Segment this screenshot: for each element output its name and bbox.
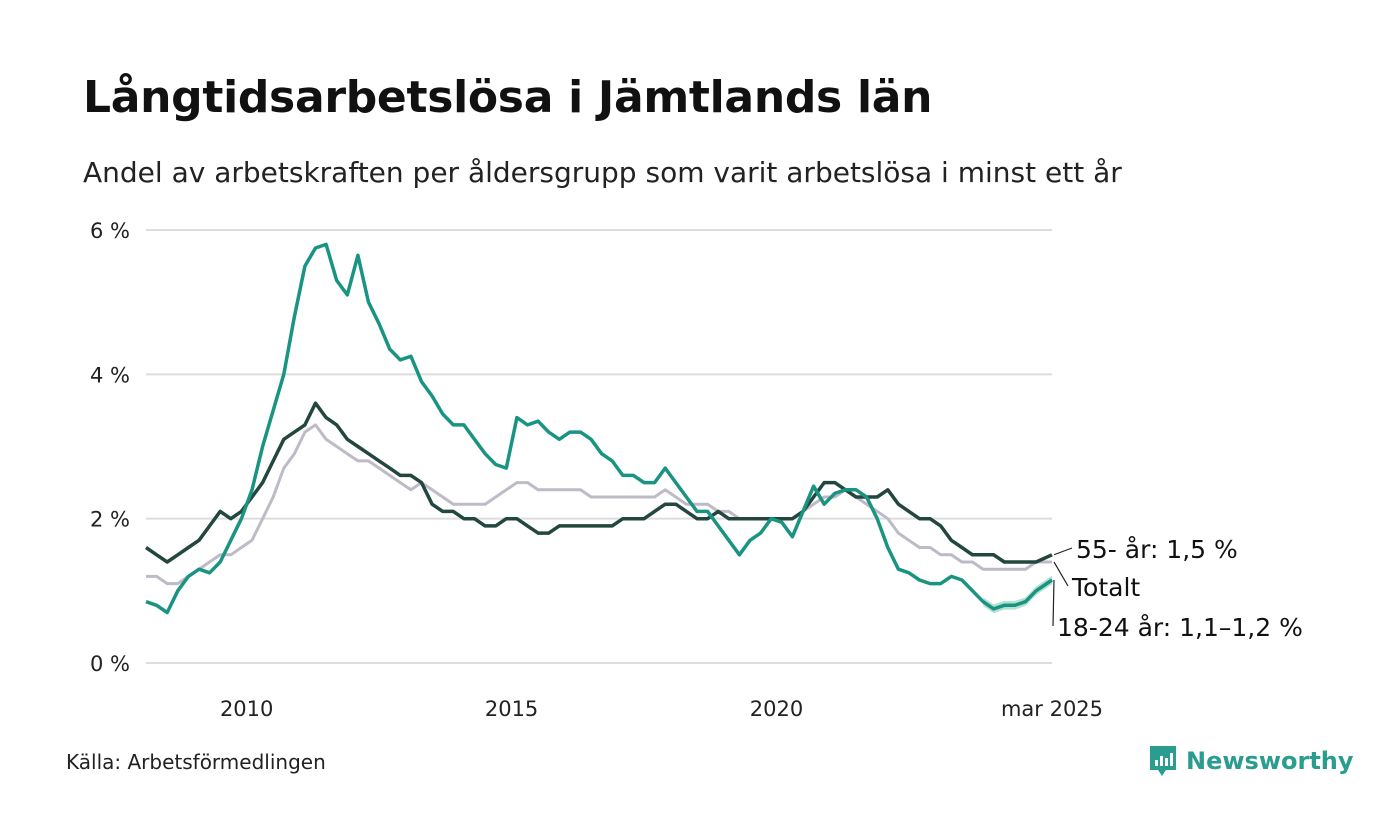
leader-line-youth [1052,579,1055,627]
leader-line-total [1053,561,1069,587]
brand-logo[interactable]: Newsworthy [1148,744,1354,778]
source-note: Källa: Arbetsförmedlingen [66,750,326,774]
y-tick-label: 6 % [90,219,130,243]
chart-subtitle: Andel av arbetskraften per åldersgrupp s… [83,156,1122,189]
uncertainty-band [983,575,1052,614]
leader-line-older [1053,547,1073,556]
x-tick-label: 2015 [485,697,538,721]
line-older [145,401,1053,564]
y-tick-label: 4 % [90,363,130,387]
label-older: 55- år: 1,5 % [1076,535,1238,564]
y-axis-ticks: 0 % 2 % 4 % 6 % [90,219,130,676]
x-axis-ticks: 2010 2015 2020 mar 2025 [220,697,1103,721]
x-tick-label: 2010 [220,697,273,721]
series-labels: Totalt 55- år: 1,5 % 18-24 år: 1,1–1,2 % [1052,535,1303,642]
line-total [146,423,1052,586]
y-tick-label: 2 % [90,508,130,532]
gridlines [146,229,1052,664]
y-tick-label: 0 % [90,652,130,676]
line-chart: 0 % 2 % 4 % 6 % 2010 2015 2020 mar 2025 Totalt… [90,219,1303,721]
x-tick-label: 2020 [750,697,803,721]
youth-range-band [983,575,1052,614]
x-tick-label: mar 2025 [1001,697,1103,721]
chart-title: Långtidsarbetslösa i Jämtlands län [83,72,933,123]
series-lines [145,242,1053,615]
newsworthy-logo-icon [1150,746,1176,776]
label-total: Totalt [1071,573,1140,602]
line-youth [145,242,1053,615]
brand-name: Newsworthy [1186,747,1354,775]
label-youth: 18-24 år: 1,1–1,2 % [1057,613,1303,642]
